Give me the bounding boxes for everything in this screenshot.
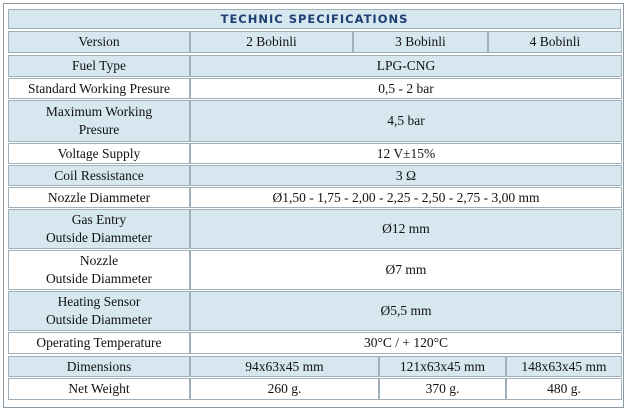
value-cell: Ø7 mm: [190, 250, 622, 290]
value-cell: 121x63x45 mm: [379, 356, 506, 377]
table-title: TECHNIC SPECIFICATIONS: [8, 9, 621, 29]
value-cell: 3 Bobinli: [353, 31, 488, 53]
value-cell: 370 g.: [379, 378, 506, 400]
value-cell: 94x63x45 mm: [190, 356, 379, 377]
value-cell: Ø5,5 mm: [190, 291, 622, 331]
row-label: Fuel Type: [8, 55, 190, 77]
row-label: Nozzle Outside Diammeter: [8, 250, 190, 290]
row-label: Dimensions: [8, 356, 190, 377]
value-cell: 4,5 bar: [190, 100, 622, 142]
value-cell: LPG-CNG: [190, 55, 622, 77]
row-label: Net Weight: [8, 378, 190, 400]
value-cell: 3 Ω: [190, 165, 622, 186]
value-cell: 260 g.: [190, 378, 379, 400]
value-cell: Ø1,50 - 1,75 - 2,00 - 2,25 - 2,50 - 2,75…: [190, 187, 622, 208]
value-cell: 30°C / + 120°C: [190, 332, 622, 354]
row-label: Standard Working Presure: [8, 78, 190, 99]
value-cell: 2 Bobinli: [190, 31, 353, 53]
row-label: Operating Temperature: [8, 332, 190, 354]
row-label: Coil Ressistance: [8, 165, 190, 186]
row-label: Nozzle Diammeter: [8, 187, 190, 208]
row-label: Gas Entry Outside Diammeter: [8, 209, 190, 249]
value-cell: 480 g.: [506, 378, 622, 400]
row-label: Version: [8, 31, 190, 53]
frame: [3, 3, 624, 408]
value-cell: 4 Bobinli: [488, 31, 622, 53]
value-cell: 148x63x45 mm: [506, 356, 622, 377]
row-label: Heating Sensor Outside Diammeter: [8, 291, 190, 331]
value-cell: 0,5 - 2 bar: [190, 78, 622, 99]
value-cell: Ø12 mm: [190, 209, 622, 249]
row-label: Voltage Supply: [8, 143, 190, 164]
row-label: Maximum Working Presure: [8, 100, 190, 142]
value-cell: 12 V±15%: [190, 143, 622, 164]
